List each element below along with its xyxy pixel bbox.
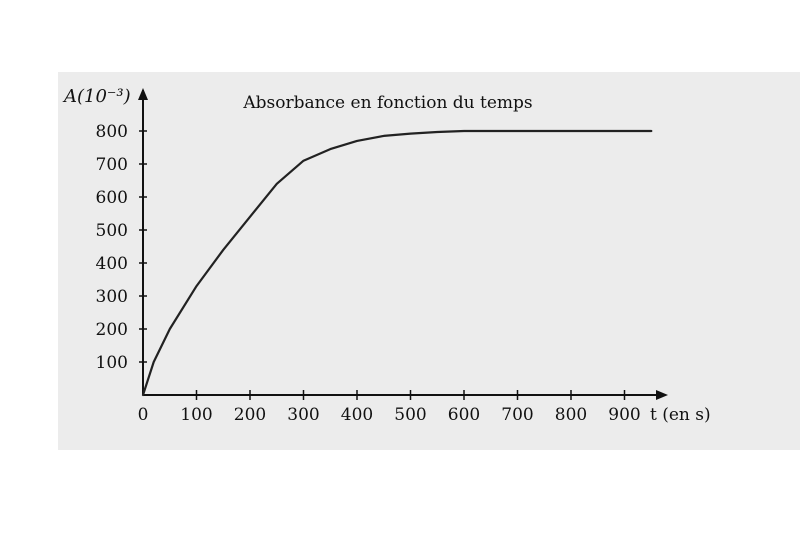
absorbance-curve: [141, 129, 653, 397]
x-tick-label-500: 500: [394, 405, 426, 425]
y-tick-label-300: 300: [96, 287, 128, 307]
x-tick-label-100: 100: [180, 405, 212, 425]
ticks: 0 100 200 300 400 500 600 700 800 900 100 200 300 400…: [96, 122, 641, 425]
y-tick-label-600: 600: [96, 188, 128, 208]
x-tick-label-800: 800: [555, 405, 587, 425]
x-tick-label-400: 400: [341, 405, 373, 425]
y-tick-label-500: 500: [96, 221, 128, 241]
x-axis-label: t (en s): [650, 405, 711, 425]
x-axis-arrow: [656, 390, 668, 400]
series: [141, 129, 653, 397]
x-tick-label-700: 700: [501, 405, 533, 425]
x-tick-label-600: 600: [448, 405, 480, 425]
scan-background: [58, 72, 800, 450]
x-tick-label-200: 200: [234, 405, 266, 425]
y-tick-label-700: 700: [96, 155, 128, 175]
x-tick-label-300: 300: [287, 405, 319, 425]
axes: [138, 88, 668, 400]
y-tick-label-100: 100: [96, 353, 128, 373]
chart-title: Absorbance en fonction du temps: [242, 93, 532, 113]
x-tick-label-0: 0: [138, 405, 149, 425]
y-tick-label-400: 400: [96, 254, 128, 274]
y-axis-arrow: [138, 88, 148, 100]
x-tick-label-900: 900: [608, 405, 640, 425]
y-tick-label-800: 800: [96, 122, 128, 142]
y-tick-label-200: 200: [96, 320, 128, 340]
y-axis-label: A(10⁻³): [62, 86, 131, 107]
